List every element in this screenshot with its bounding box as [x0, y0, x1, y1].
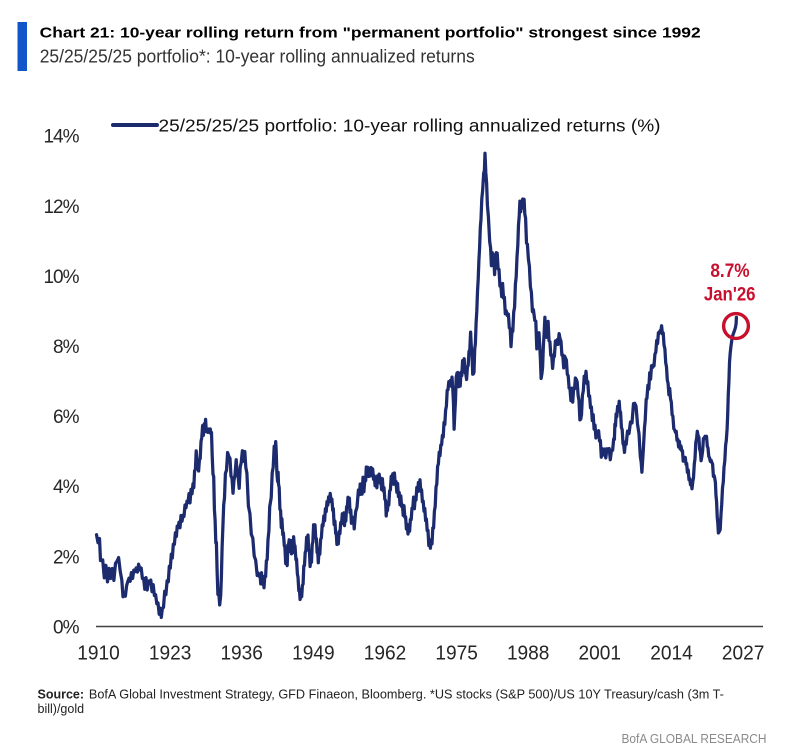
svg-text:1949: 1949: [292, 643, 335, 665]
svg-text:0%: 0%: [53, 617, 80, 638]
svg-text:bill)/gold: bill)/gold: [38, 702, 85, 716]
svg-text:25/25/25/25 portfolio: 10-year: 25/25/25/25 portfolio: 10-year rolling a…: [159, 115, 661, 135]
svg-text:8%: 8%: [53, 337, 80, 358]
svg-text:4%: 4%: [53, 477, 80, 498]
svg-text:BofA Global Investment Strateg: BofA Global Investment Strategy, GFD Fin…: [89, 687, 724, 701]
svg-text:14%: 14%: [43, 127, 79, 148]
svg-text:1988: 1988: [507, 643, 550, 665]
svg-text:6%: 6%: [53, 407, 80, 428]
svg-text:8.7%: 8.7%: [710, 260, 749, 282]
svg-text:2014: 2014: [650, 643, 693, 665]
svg-text:2001: 2001: [579, 643, 622, 665]
svg-text:2%: 2%: [53, 547, 80, 568]
svg-text:Chart 21: 10-year rolling retu: Chart 21: 10-year rolling return from "p…: [40, 24, 701, 41]
svg-text:1975: 1975: [435, 643, 478, 665]
svg-text:1923: 1923: [149, 643, 192, 665]
svg-text:1962: 1962: [364, 643, 407, 665]
svg-text:1936: 1936: [220, 643, 263, 665]
svg-text:BofA GLOBAL RESEARCH: BofA GLOBAL RESEARCH: [622, 731, 767, 746]
svg-text:Jan'26: Jan'26: [704, 283, 756, 305]
svg-text:25/25/25/25 portfolio*: 10-yea: 25/25/25/25 portfolio*: 10-year rolling …: [40, 47, 475, 67]
svg-text:2027: 2027: [722, 643, 765, 665]
svg-text:1910: 1910: [77, 643, 120, 665]
svg-text:10%: 10%: [43, 267, 79, 288]
svg-text:12%: 12%: [43, 197, 79, 218]
svg-text:Source:: Source:: [38, 687, 85, 701]
